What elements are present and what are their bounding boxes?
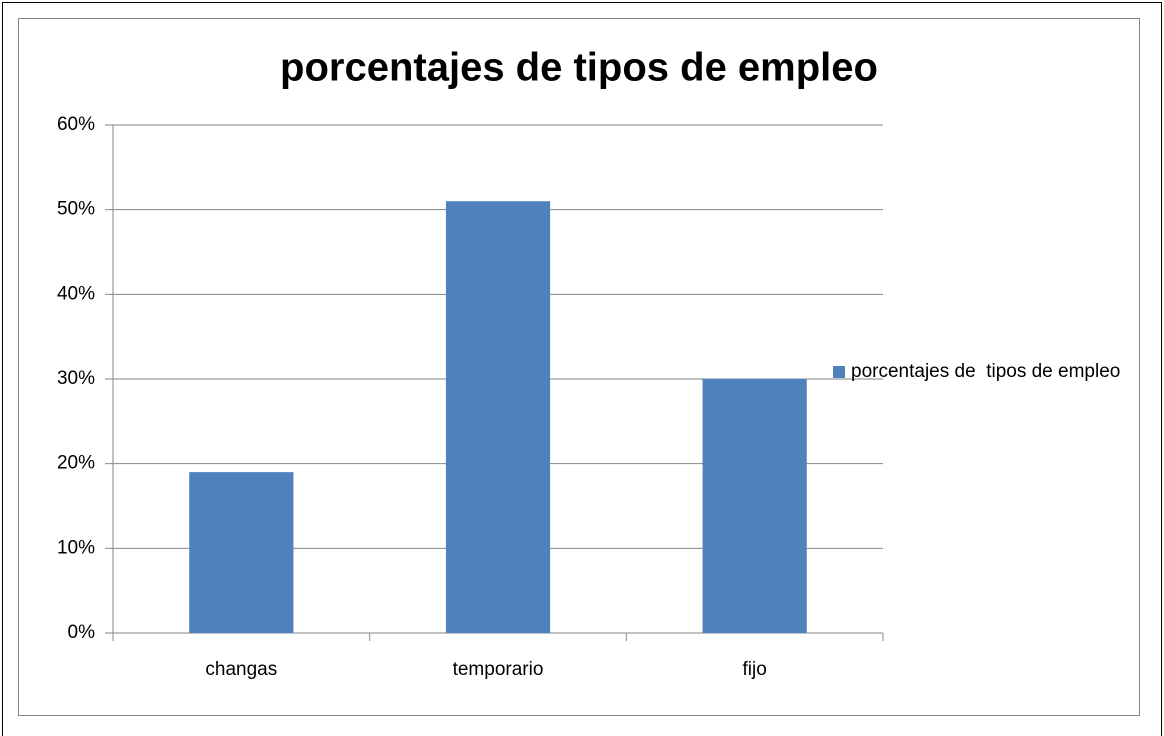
x-tick-label: temporario <box>453 659 544 680</box>
bar <box>189 472 294 633</box>
y-tick-label: 0% <box>68 622 96 643</box>
y-tick-label: 40% <box>57 283 95 304</box>
y-tick-label: 10% <box>57 537 95 558</box>
y-tick-label: 50% <box>57 199 95 220</box>
bar <box>702 379 807 633</box>
y-tick-label: 20% <box>57 453 95 474</box>
x-tick-label: fijo <box>743 659 767 680</box>
x-tick-label: changas <box>205 659 277 680</box>
bar <box>445 201 551 633</box>
legend-swatch <box>833 366 845 378</box>
y-tick-label: 30% <box>57 368 95 389</box>
y-tick-label: 60% <box>57 114 95 135</box>
chart-title: porcentajes de tipos de empleo <box>280 46 878 90</box>
legend-label: porcentajes de tipos de empleo <box>851 361 1121 382</box>
